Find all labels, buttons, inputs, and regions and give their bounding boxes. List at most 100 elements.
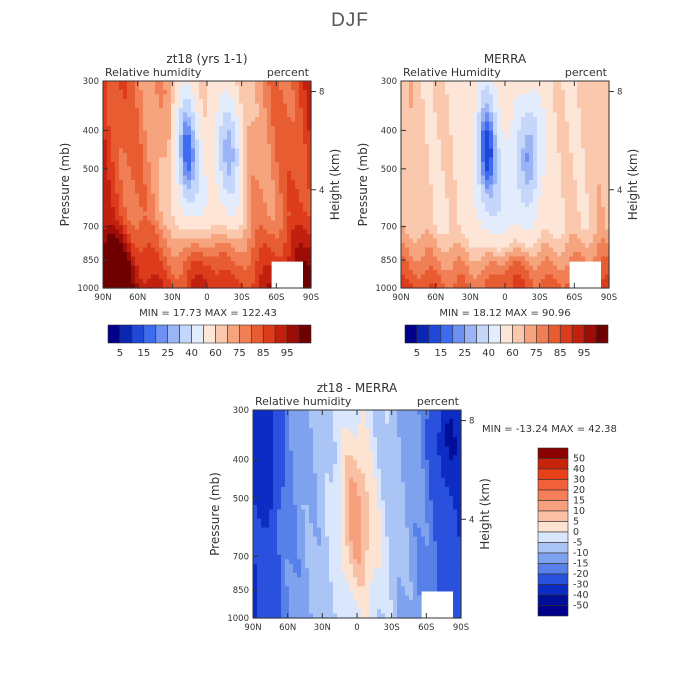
- contour-cell: [257, 568, 262, 574]
- contour-cell: [569, 144, 574, 150]
- contour-cell: [561, 216, 566, 222]
- contour-cell: [183, 112, 188, 118]
- contour-cell: [253, 514, 258, 520]
- contour-cell: [505, 216, 510, 222]
- contour-cell: [261, 613, 266, 619]
- contour-cell: [283, 90, 288, 96]
- contour-cell: [183, 139, 188, 145]
- contour-cell: [461, 279, 466, 285]
- contour-cell: [251, 108, 256, 114]
- contour-cell: [593, 225, 598, 231]
- contour-cell: [557, 117, 562, 123]
- contour-cell: [279, 126, 284, 132]
- contour-cell: [433, 130, 438, 136]
- contour-cell: [261, 432, 266, 438]
- contour-cell: [167, 85, 172, 91]
- y-tick-label: 850: [83, 256, 99, 266]
- contour-cell: [295, 243, 300, 249]
- contour-cell: [465, 139, 470, 145]
- contour-cell: [187, 90, 192, 96]
- contour-cell: [103, 216, 108, 222]
- contour-cell: [473, 216, 478, 222]
- contour-cell: [195, 274, 200, 280]
- contour-cell: [247, 135, 252, 141]
- contour-cell: [573, 189, 578, 195]
- contour-cell: [111, 216, 116, 222]
- contour-cell: [541, 175, 546, 181]
- contour-cell: [159, 198, 164, 204]
- contour-cell: [223, 247, 228, 253]
- contour-cell: [569, 220, 574, 226]
- contour-cell: [167, 112, 172, 118]
- contour-cell: [597, 256, 602, 262]
- panel-title: MERRA: [484, 52, 527, 66]
- contour-cell: [179, 126, 184, 132]
- contour-cell: [227, 135, 232, 141]
- contour-cell: [279, 171, 284, 177]
- contour-cell: [441, 121, 446, 127]
- contour-cell: [521, 189, 526, 195]
- contour-cell: [553, 175, 558, 181]
- contour-cell: [481, 171, 486, 177]
- contour-cell: [279, 193, 284, 199]
- contour-cell: [569, 243, 574, 249]
- contour-cell: [195, 175, 200, 181]
- contour-cell: [493, 139, 498, 145]
- contour-cell: [179, 139, 184, 145]
- contour-cell: [247, 202, 252, 208]
- contour-cell: [521, 157, 526, 163]
- x-tick-label: 60N: [427, 293, 444, 303]
- contour-cell: [405, 171, 410, 177]
- contour-cell: [187, 135, 192, 141]
- contour-cell: [477, 270, 482, 276]
- contour-cell: [605, 108, 610, 114]
- contour-cell: [279, 234, 284, 240]
- contour-cell: [505, 162, 510, 168]
- contour-cell: [537, 85, 542, 91]
- contour-cell: [469, 184, 474, 190]
- contour-cell: [533, 265, 538, 271]
- contour-cell: [267, 256, 272, 262]
- contour-cell: [445, 126, 450, 132]
- colorbar-swatch: [571, 324, 585, 344]
- contour-cell: [593, 216, 598, 222]
- contour-cell: [509, 162, 514, 168]
- contour-cell: [271, 157, 276, 163]
- contour-cell: [251, 207, 256, 213]
- contour-cell: [167, 247, 172, 253]
- contour-cell: [267, 126, 272, 132]
- contour-cell: [585, 184, 590, 190]
- contour-cell: [557, 274, 562, 280]
- contour-cell: [275, 180, 280, 186]
- contour-cell: [409, 153, 414, 159]
- contour-cell: [485, 112, 490, 118]
- contour-cell: [155, 162, 160, 168]
- contour-cell: [485, 216, 490, 222]
- contour-cell: [231, 126, 236, 132]
- contour-cell: [111, 207, 116, 213]
- contour-cell: [275, 184, 280, 190]
- contour-cell: [405, 153, 410, 159]
- contour-cell: [271, 225, 276, 231]
- contour-cell: [261, 491, 266, 497]
- contour-cell: [441, 229, 446, 235]
- contour-cell: [405, 225, 410, 231]
- contour-cell: [171, 211, 176, 217]
- contour-cell: [199, 220, 204, 226]
- contour-cell: [139, 238, 144, 244]
- contour-cell: [481, 270, 486, 276]
- contour-cell: [453, 225, 458, 231]
- contour-cell: [239, 234, 244, 240]
- contour-cell: [303, 211, 308, 217]
- contour-cell: [207, 274, 212, 280]
- contour-cell: [605, 274, 610, 280]
- contour-cell: [509, 85, 514, 91]
- contour-cell: [553, 130, 558, 136]
- contour-cell: [537, 94, 542, 100]
- contour-cell: [175, 99, 180, 105]
- contour-cell: [521, 180, 526, 186]
- contour-cell: [505, 144, 510, 150]
- contour-cell: [175, 162, 180, 168]
- contour-cell: [501, 220, 506, 226]
- contour-cell: [203, 81, 208, 87]
